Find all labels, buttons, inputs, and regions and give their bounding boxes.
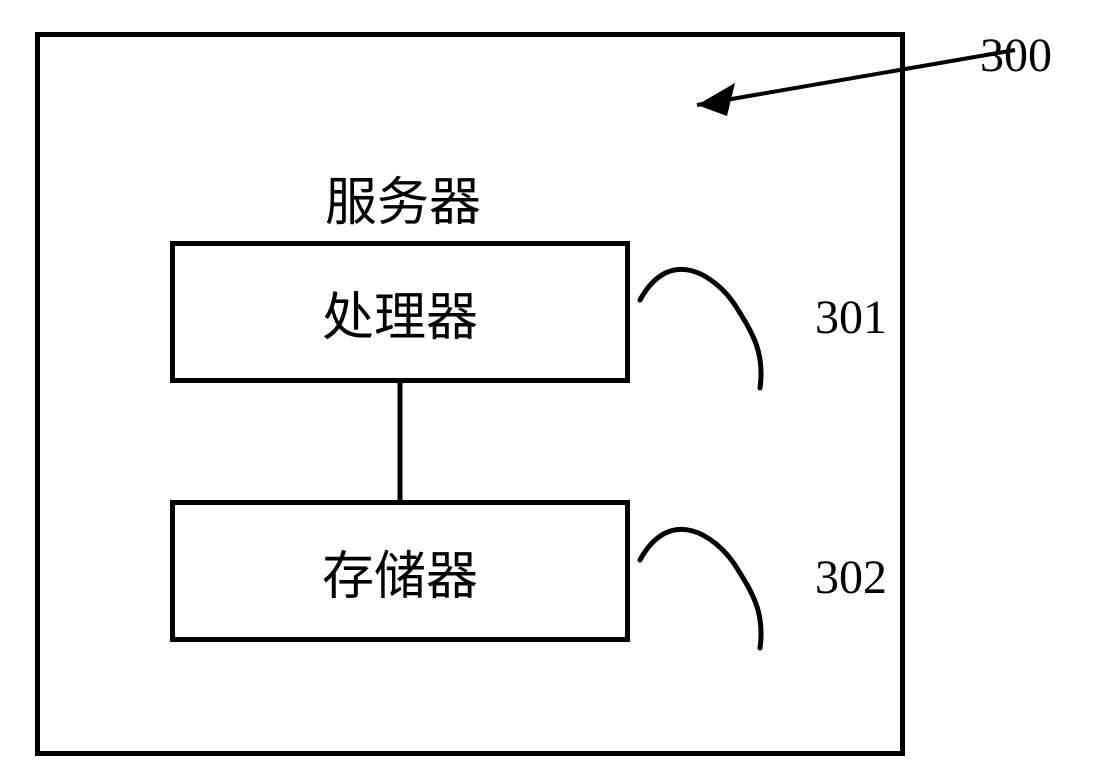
label-302: 302 (815, 550, 887, 605)
server-container-box (35, 32, 905, 756)
diagram-canvas: 服务器 处理器 存储器 300 301 302 (0, 0, 1093, 782)
memory-box: 存储器 (170, 500, 630, 642)
label-300: 300 (980, 28, 1052, 83)
label-301: 301 (815, 290, 887, 345)
processor-box: 处理器 (170, 241, 630, 383)
memory-text: 存储器 (322, 534, 478, 609)
server-title: 服务器 (325, 160, 481, 235)
processor-text: 处理器 (322, 275, 478, 350)
